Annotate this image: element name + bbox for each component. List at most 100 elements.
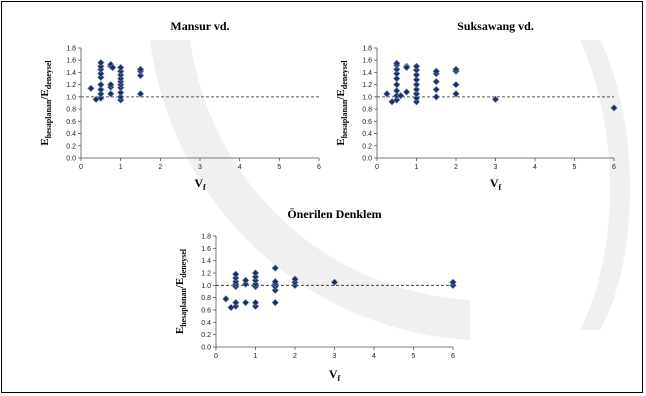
y-tick-label: 0.6 bbox=[362, 119, 372, 126]
y-tick-label: 1.4 bbox=[201, 258, 211, 265]
y-tick-label: 0.0 bbox=[66, 156, 76, 163]
data-point bbox=[117, 71, 125, 79]
data-point bbox=[271, 264, 279, 272]
y-axis-label-ylabel-sep: /E bbox=[335, 89, 347, 100]
data-point bbox=[232, 274, 240, 282]
chart-panel-1: Mansur vd. 0.0 0.2 0.4 0.6 0.8 1.0 1.2 1.4 1.6 1.8… bbox=[39, 19, 321, 192]
chart-title: Mansur vd. bbox=[170, 19, 229, 33]
data-point bbox=[232, 302, 240, 310]
y-tick-label: 1.0 bbox=[66, 94, 76, 101]
y-tick-label: 1.6 bbox=[66, 58, 76, 65]
chart-panel-2: Suksawang vd. 0.0 0.2 0.4 0.6 0.8 1.0 1.2 1.4 1.6… bbox=[335, 19, 618, 192]
y-tick-label: 0.8 bbox=[201, 295, 211, 302]
x-tick-label: 1 bbox=[415, 164, 419, 171]
y-tick-label: 0.4 bbox=[66, 131, 76, 138]
data-point bbox=[136, 71, 145, 80]
data-point bbox=[432, 85, 440, 94]
y-tick-label: 0.2 bbox=[66, 143, 76, 150]
x-tick-label: 2 bbox=[158, 164, 162, 171]
data-point bbox=[87, 84, 95, 92]
y-tick-label: 1.2 bbox=[201, 271, 211, 278]
data-point bbox=[242, 280, 250, 288]
data-point bbox=[117, 88, 125, 97]
x-axis-label: Vf bbox=[329, 367, 341, 383]
data-point bbox=[412, 76, 421, 84]
x-tick-label: 0 bbox=[214, 353, 218, 360]
data-point bbox=[251, 276, 260, 285]
y-tick-label: 1.0 bbox=[201, 283, 211, 290]
data-point bbox=[452, 81, 460, 89]
x-axis-label-main: V bbox=[194, 176, 203, 190]
data-point bbox=[232, 278, 240, 286]
y-tick-label: 1.6 bbox=[362, 58, 372, 65]
y-tick-label: 0.4 bbox=[201, 320, 211, 327]
data-point bbox=[97, 59, 105, 67]
data-point bbox=[242, 298, 250, 307]
data-point bbox=[251, 302, 260, 310]
y-tick-label: 1.8 bbox=[362, 46, 372, 53]
data-point bbox=[109, 63, 117, 72]
y-tick-label: 1.2 bbox=[66, 82, 76, 89]
data-point bbox=[393, 96, 401, 104]
chart-title: Önerilen Denklem bbox=[287, 207, 381, 221]
x-axis-label-subscript: f bbox=[499, 183, 502, 192]
x-tick-label: 4 bbox=[533, 164, 537, 171]
data-point bbox=[393, 87, 401, 95]
data-point bbox=[271, 286, 279, 294]
data-point bbox=[232, 298, 240, 307]
data-point bbox=[412, 90, 421, 98]
data-point bbox=[412, 98, 421, 106]
data-point bbox=[403, 63, 411, 72]
data-point bbox=[491, 95, 500, 103]
y-tick-label: 0.4 bbox=[362, 131, 372, 138]
x-tick-label: 4 bbox=[238, 164, 242, 171]
data-point bbox=[412, 66, 421, 74]
x-tick-label: 3 bbox=[198, 164, 202, 171]
data-point bbox=[97, 73, 105, 81]
data-point bbox=[412, 81, 421, 89]
x-tick-label: 6 bbox=[317, 164, 321, 171]
y-axis-label-ylabel: E bbox=[174, 327, 186, 334]
data-point bbox=[97, 81, 105, 89]
data-point bbox=[393, 70, 401, 78]
data-point bbox=[97, 85, 105, 94]
data-point bbox=[432, 93, 440, 101]
x-tick-label: 5 bbox=[573, 164, 577, 171]
data-point bbox=[271, 298, 279, 307]
y-axis-label-ylabel-sep: /E bbox=[174, 278, 186, 289]
x-tick-label: 2 bbox=[293, 353, 297, 360]
data-point bbox=[136, 90, 145, 98]
y-axis-label-ylabel-sub2: deneysel bbox=[179, 248, 188, 278]
x-tick-label: 0 bbox=[79, 164, 83, 171]
data-point bbox=[242, 276, 250, 285]
y-axis-label-ylabel-sep: /E bbox=[39, 89, 51, 100]
data-point bbox=[117, 63, 125, 72]
y-axis-label-ylabel-sub: hesaplanan bbox=[44, 99, 53, 138]
y-axis-label-ylabel-sub: hesaplanan bbox=[179, 288, 188, 327]
data-point bbox=[449, 278, 457, 286]
y-axis-label-ylabel-sub: hesaplanan bbox=[340, 99, 349, 138]
data-point bbox=[432, 67, 440, 75]
data-point bbox=[412, 85, 421, 94]
x-axis-label-main: V bbox=[490, 176, 499, 190]
y-axis-label: Ehesaplanan/Edeneysel bbox=[335, 60, 349, 146]
y-tick-label: 1.0 bbox=[362, 94, 372, 101]
x-axis-label-subscript: f bbox=[338, 374, 341, 383]
x-axis-label-subscript: f bbox=[203, 183, 206, 192]
data-point bbox=[393, 81, 401, 89]
chart-panel-3: Önerilen Denklem 0.0 0.2 0.4 0.6 0.8 1.0 1.2 1.4… bbox=[174, 207, 457, 383]
data-point bbox=[251, 298, 260, 307]
y-tick-label: 0.8 bbox=[66, 107, 76, 114]
y-axis-label: Ehesaplanan/Edeneysel bbox=[174, 248, 188, 334]
x-tick-label: 0 bbox=[375, 164, 379, 171]
x-tick-label: 3 bbox=[494, 164, 498, 171]
chart-title: Suksawang vd. bbox=[457, 19, 534, 33]
data-point bbox=[412, 94, 421, 102]
x-axis-label: Vf bbox=[490, 176, 502, 192]
x-tick-label: 5 bbox=[277, 164, 281, 171]
x-tick-label: 1 bbox=[119, 164, 123, 171]
y-tick-label: 1.4 bbox=[362, 70, 372, 77]
y-tick-label: 1.8 bbox=[66, 46, 76, 53]
y-tick-label: 0.2 bbox=[201, 332, 211, 339]
